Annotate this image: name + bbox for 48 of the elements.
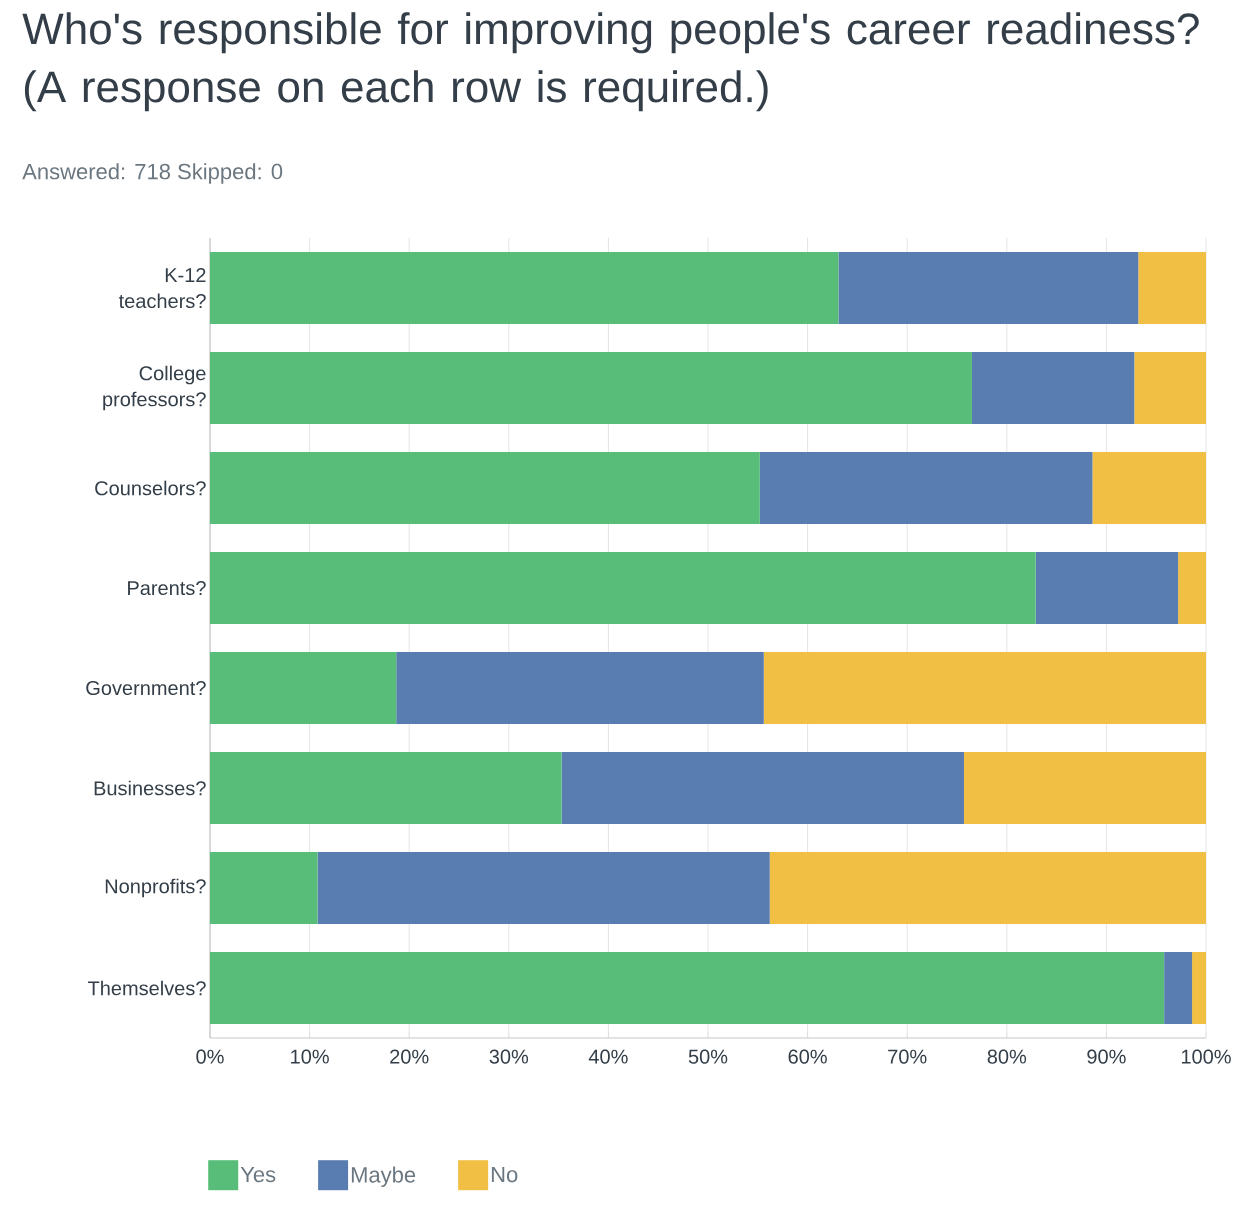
legend-label: Yes: [240, 1166, 276, 1183]
y-tick-label: College professors?: [103, 365, 206, 411]
x-tick-label: 70%: [888, 1049, 927, 1064]
bar: [561, 752, 964, 825]
y-tick-label: Parents?: [128, 580, 206, 596]
bar: [963, 752, 1207, 825]
y-tick-label: Businesses?: [94, 780, 206, 796]
x-tick-label: 80%: [987, 1049, 1027, 1064]
bar: [1178, 552, 1207, 625]
bar: [210, 852, 318, 925]
bar: [317, 852, 770, 925]
bar: [210, 652, 397, 725]
x-tick-label: 40%: [588, 1049, 628, 1064]
bar: [210, 952, 1165, 1025]
bar: [210, 752, 562, 825]
bar: [1035, 552, 1179, 625]
y-tick-label: Government?: [86, 680, 206, 696]
bar: [210, 552, 1036, 625]
x-tick-label: 20%: [390, 1049, 429, 1064]
x-tick-label: 50%: [688, 1049, 728, 1064]
bar: [759, 452, 1093, 525]
chart-title: Who's responsible for improving people's career readiness? (A response on each row is required.): [22, 12, 1199, 112]
bar: [1164, 952, 1193, 1025]
legend-label: No: [491, 1166, 518, 1183]
y-tick-label: Themselves?: [87, 980, 206, 996]
x-tick-label: 10%: [291, 1049, 329, 1064]
y-tick-label: K-12 teachers?: [118, 267, 206, 309]
x-tick-label: 60%: [788, 1049, 827, 1064]
bar: [1092, 452, 1207, 525]
bar: [210, 352, 972, 425]
bar: [210, 452, 760, 525]
bar: [1138, 252, 1207, 325]
x-tick-label: 0%: [196, 1049, 224, 1064]
x-tick-label: 100%: [1181, 1049, 1231, 1064]
bar: [769, 852, 1207, 925]
bar: [1192, 952, 1207, 1025]
legend-label: Maybe: [351, 1166, 416, 1187]
chart-subtitle: Answered: 718 Skipped: 0: [22, 163, 283, 184]
bar: [763, 652, 1207, 725]
bar: [1134, 352, 1207, 425]
x-tick-label: 90%: [1087, 1049, 1126, 1064]
y-tick-label: Nonprofits?: [105, 878, 206, 898]
bar: [396, 652, 764, 725]
bar: [838, 252, 1139, 325]
y-tick-label: Counselors?: [95, 480, 206, 496]
x-tick-label: 30%: [489, 1049, 529, 1064]
bar: [971, 352, 1135, 425]
bar: [210, 252, 839, 325]
